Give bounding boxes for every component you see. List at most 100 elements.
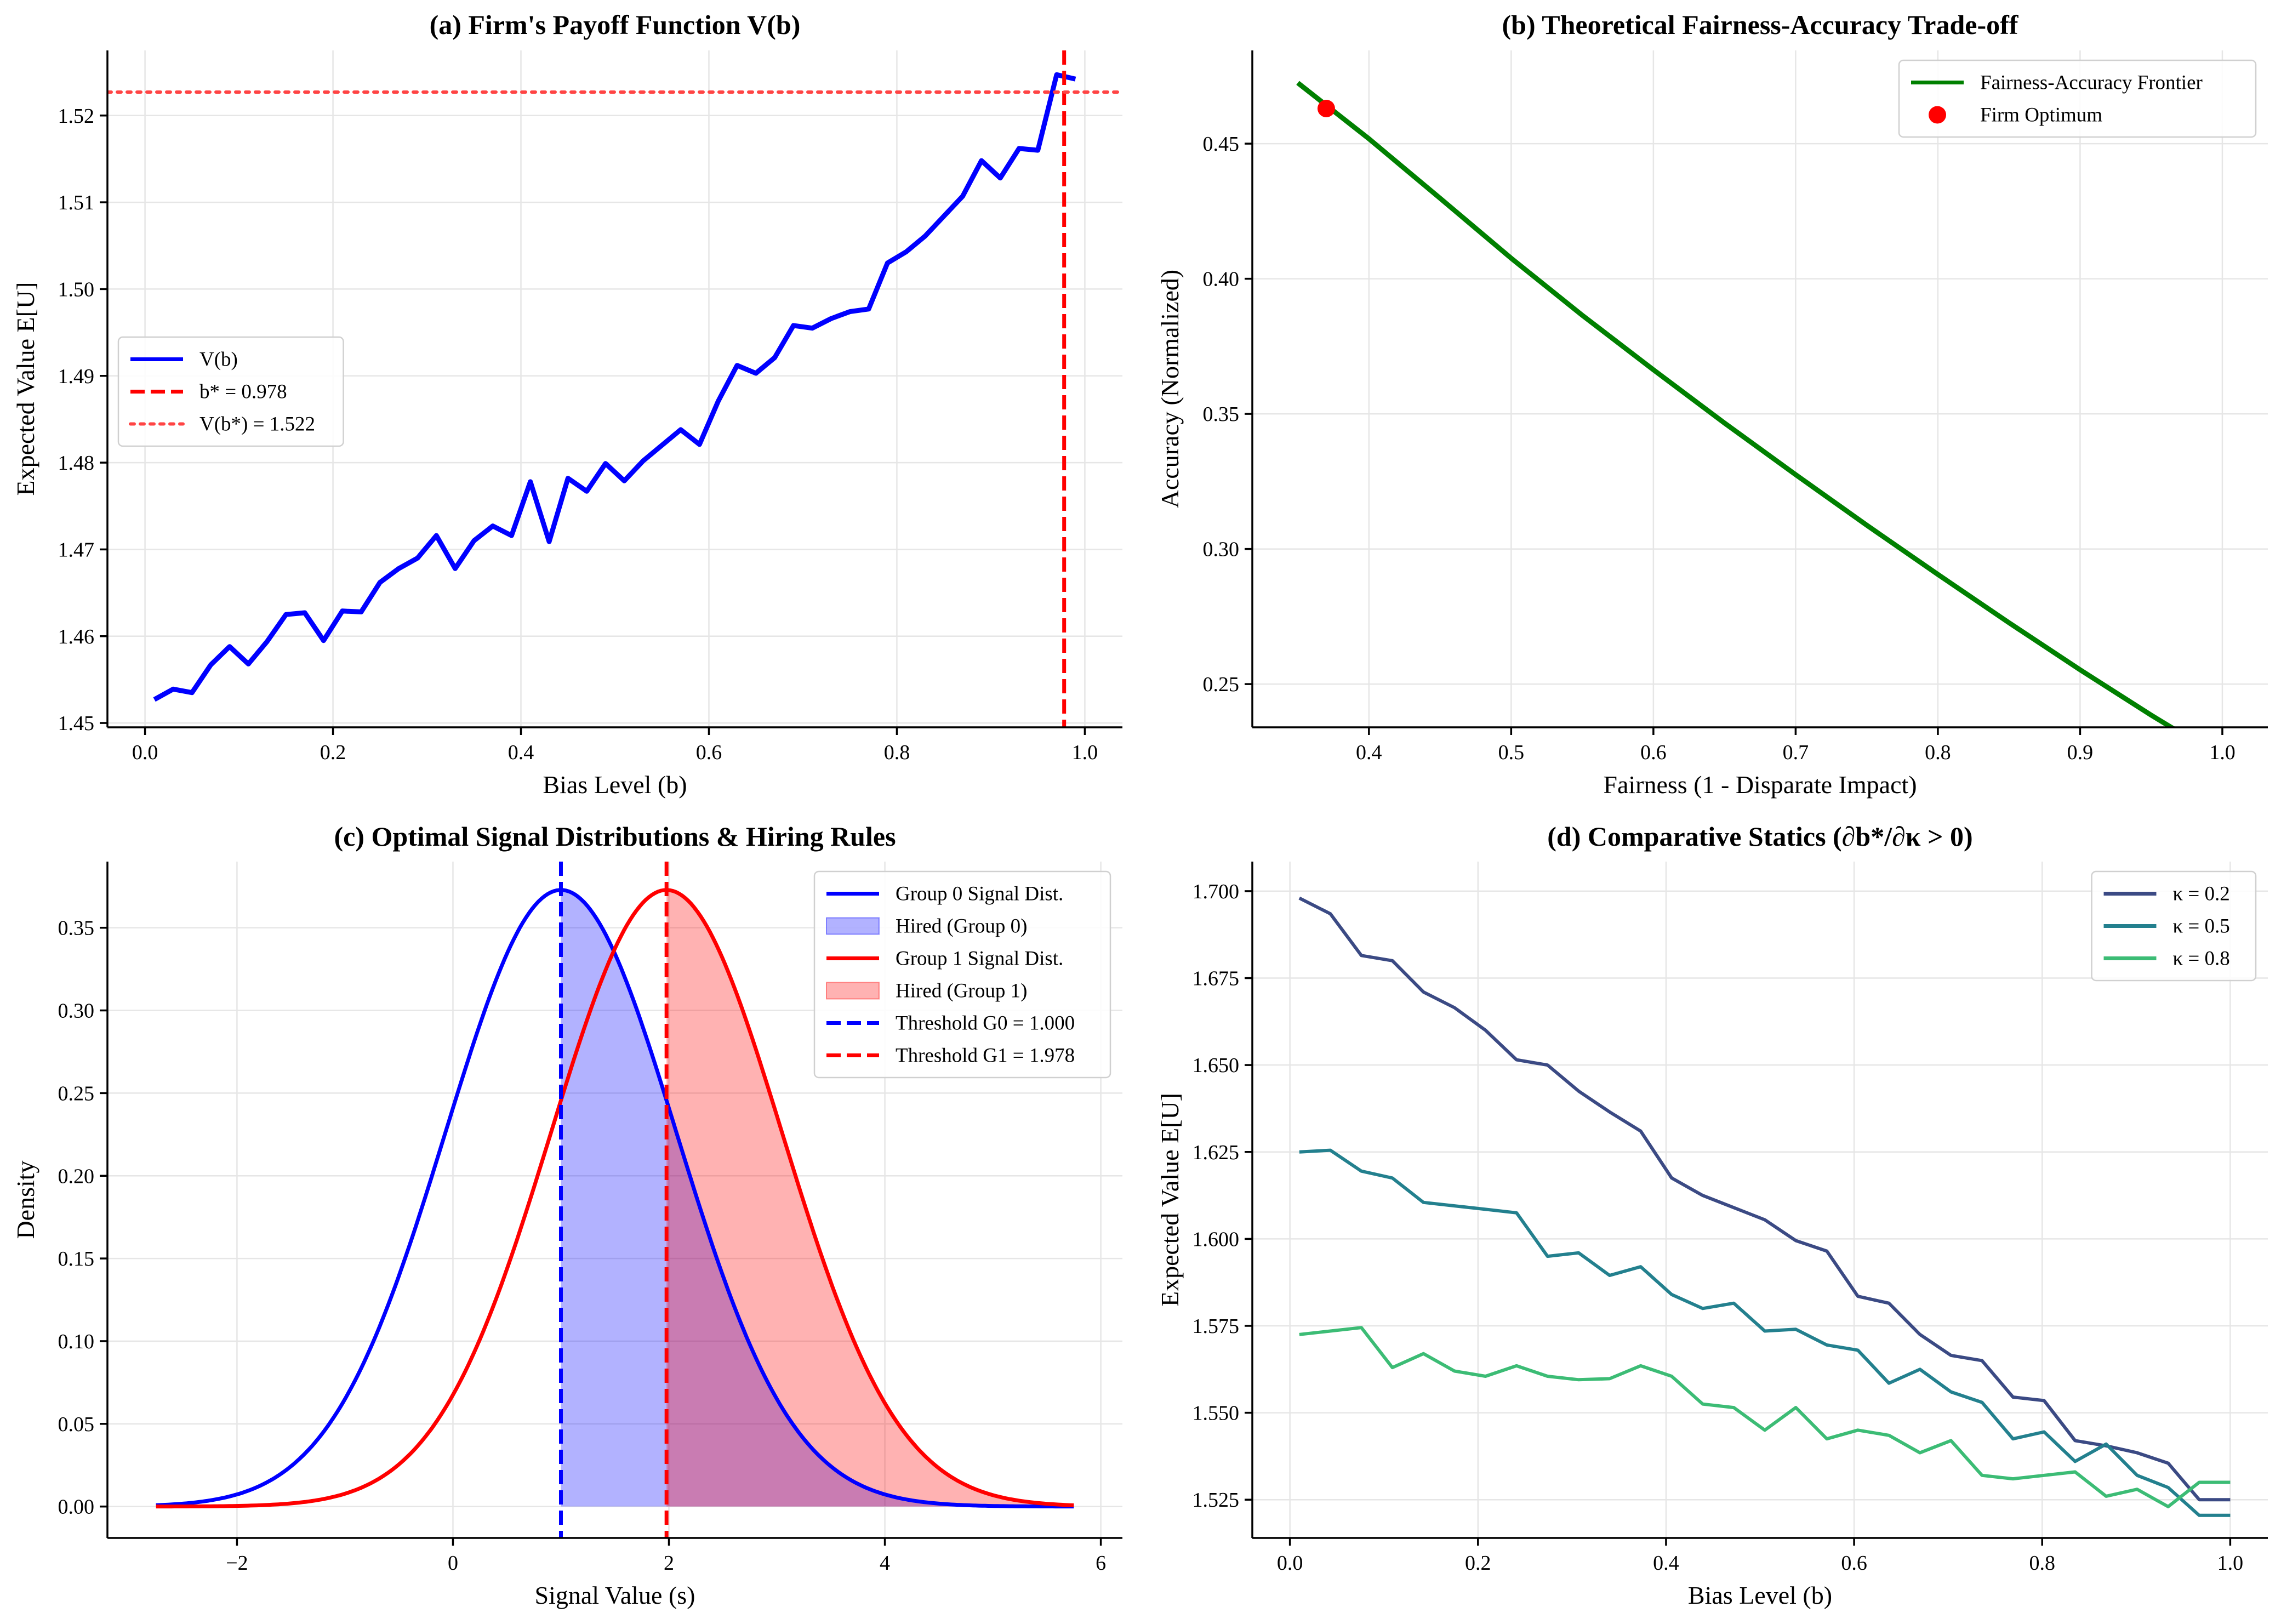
y-axis-label: Expected Value E[U] bbox=[1156, 1093, 1184, 1307]
x-tick-label: −2 bbox=[226, 1552, 248, 1575]
y-tick-label: 1.45 bbox=[58, 712, 95, 735]
y-tick-label: 0.15 bbox=[58, 1247, 95, 1270]
x-tick-label: 4 bbox=[880, 1552, 890, 1575]
legend-label: V(b) bbox=[199, 349, 238, 371]
x-tick-label: 0.6 bbox=[1640, 741, 1667, 764]
x-tick-label: 0.8 bbox=[1925, 741, 1951, 764]
series-line bbox=[1296, 81, 2176, 727]
legend: V(b) b* = 0.978 V(b*) = 1.522 bbox=[117, 336, 344, 447]
y-tick-label: 0.20 bbox=[58, 1165, 95, 1188]
series-line bbox=[153, 72, 1076, 702]
panel-title: (c) Optimal Signal Distributions & Hirin… bbox=[334, 821, 896, 852]
legend-label: Firm Optimum bbox=[1980, 104, 2102, 127]
y-tick-label: 1.46 bbox=[58, 625, 95, 648]
series-line bbox=[1299, 1326, 2231, 1508]
density-curve bbox=[156, 888, 1074, 1509]
y-axis-label: Density bbox=[12, 1160, 39, 1239]
legend-label: κ = 0.2 bbox=[2173, 883, 2230, 905]
y-tick-label: 0.25 bbox=[1203, 673, 1240, 696]
x-tick-label: 0.4 bbox=[508, 741, 534, 764]
y-tick-label: 1.48 bbox=[58, 452, 95, 475]
x-tick-label: 1.0 bbox=[2209, 741, 2236, 764]
legend-box bbox=[2091, 870, 2257, 982]
legend-box bbox=[117, 336, 344, 447]
legend-swatch bbox=[826, 982, 880, 1000]
y-tick-label: 1.49 bbox=[58, 365, 95, 388]
legend: κ = 0.2 κ = 0.5 κ = 0.8 bbox=[2091, 870, 2257, 982]
density-curve bbox=[156, 888, 1074, 1509]
panel-b-fairness-accuracy-tradeoff: 0.4 0.5 0.6 0.7 0.8 0.9 1.0 0.25 0.30 0.35 0.40 0.4… bbox=[1156, 9, 2268, 799]
legend-box bbox=[813, 870, 1111, 1079]
y-tick-label: 0.10 bbox=[58, 1330, 95, 1353]
legend-box bbox=[1898, 59, 2257, 138]
y-tick-label: 0.30 bbox=[1203, 538, 1240, 561]
x-tick-label: 0.5 bbox=[1498, 741, 1525, 764]
panel-c-signal-distributions: −2 0 2 4 6 0.00 0.05 0.10 0.15 0.20 0.25 0.30 0.35 (c… bbox=[12, 821, 1122, 1609]
y-tick-label: 0.35 bbox=[1203, 403, 1240, 426]
x-tick-label: 0.6 bbox=[696, 741, 722, 764]
series-line bbox=[1299, 1148, 2231, 1517]
x-tick-label: 0.7 bbox=[1783, 741, 1809, 764]
y-axis-label: Expected Value E[U] bbox=[12, 282, 39, 496]
optimum-marker bbox=[1317, 99, 1335, 117]
x-axis-label: Signal Value (s) bbox=[534, 1581, 695, 1609]
legend-label: Hired (Group 1) bbox=[896, 980, 1027, 1002]
plot-area bbox=[1298, 896, 2231, 1517]
y-tick-label: 0.05 bbox=[58, 1413, 95, 1436]
series-line bbox=[1298, 896, 2231, 1502]
plot-area bbox=[1296, 81, 2176, 727]
panel-title: (a) Firm's Payoff Function V(b) bbox=[430, 9, 801, 40]
y-axis-label: Accuracy (Normalized) bbox=[1156, 270, 1184, 508]
legend-label: b* = 0.978 bbox=[199, 381, 287, 403]
legend-label: Threshold G1 = 1.978 bbox=[896, 1045, 1075, 1067]
plot-area bbox=[107, 50, 1122, 727]
x-tick-label: 0.0 bbox=[132, 741, 158, 764]
y-tick-label: 1.575 bbox=[1193, 1315, 1240, 1338]
legend-label: Hired (Group 0) bbox=[896, 915, 1027, 938]
y-tick-label: 1.525 bbox=[1193, 1489, 1240, 1512]
x-tick-label: 0.6 bbox=[1841, 1552, 1867, 1575]
panel-a-payoff-function: 0.0 0.2 0.4 0.6 0.8 1.0 1.45 1.46 1.47 1.48 1.49 1.… bbox=[12, 9, 1122, 799]
x-tick-label: 0.4 bbox=[1653, 1552, 1679, 1575]
hired-area-fill bbox=[666, 890, 1074, 1507]
legend-swatch bbox=[826, 917, 880, 935]
y-tick-label: 1.600 bbox=[1193, 1228, 1240, 1251]
y-tick-label: 0.45 bbox=[1203, 133, 1240, 156]
y-tick-label: 1.51 bbox=[58, 191, 95, 214]
x-tick-label: 0.8 bbox=[884, 741, 910, 764]
y-tick-label: 1.625 bbox=[1193, 1141, 1240, 1164]
x-tick-label: 1.0 bbox=[2217, 1552, 2244, 1575]
legend-label: κ = 0.8 bbox=[2173, 948, 2230, 970]
legend: Group 0 Signal Dist. Hired (Group 0) Group… bbox=[813, 870, 1111, 1079]
y-tick-label: 1.675 bbox=[1193, 967, 1240, 990]
legend-label: Group 1 Signal Dist. bbox=[896, 948, 1063, 970]
legend-label: κ = 0.5 bbox=[2173, 915, 2230, 938]
y-tick-label: 1.50 bbox=[58, 278, 95, 301]
y-tick-label: 0.00 bbox=[58, 1496, 95, 1519]
y-tick-label: 1.550 bbox=[1193, 1402, 1240, 1425]
y-tick-label: 1.52 bbox=[58, 105, 95, 128]
legend-label: Threshold G0 = 1.000 bbox=[896, 1012, 1075, 1035]
y-tick-label: 1.47 bbox=[58, 538, 95, 561]
x-tick-label: 0.9 bbox=[2067, 741, 2094, 764]
y-tick-label: 1.700 bbox=[1193, 880, 1240, 903]
panel-title: (d) Comparative Statics (∂b*/∂κ > 0) bbox=[1547, 821, 1972, 852]
x-tick-label: 0 bbox=[448, 1552, 458, 1575]
x-tick-label: 2 bbox=[664, 1552, 674, 1575]
x-tick-label: 0.4 bbox=[1356, 741, 1382, 764]
x-tick-label: 6 bbox=[1096, 1552, 1106, 1575]
legend-label: Fairness-Accuracy Frontier bbox=[1980, 72, 2203, 94]
plot-area bbox=[156, 862, 1074, 1538]
y-tick-label: 0.35 bbox=[58, 917, 95, 940]
x-tick-label: 1.0 bbox=[1072, 741, 1098, 764]
panel-d-comparative-statics: 0.0 0.2 0.4 0.6 0.8 1.0 1.525 1.550 1.575 1.600 1.… bbox=[1156, 821, 2268, 1609]
legend-label: Group 0 Signal Dist. bbox=[896, 883, 1063, 905]
hired-area-fill bbox=[561, 890, 1074, 1507]
y-tick-label: 0.40 bbox=[1203, 268, 1240, 291]
y-tick-label: 0.25 bbox=[58, 1082, 95, 1105]
x-tick-label: 0.2 bbox=[320, 741, 346, 764]
panel-title: (b) Theoretical Fairness-Accuracy Trade-… bbox=[1502, 9, 2019, 40]
legend: Fairness-Accuracy Frontier Firm Optimum bbox=[1898, 59, 2257, 138]
x-axis-label: Fairness (1 - Disparate Impact) bbox=[1603, 771, 1917, 799]
